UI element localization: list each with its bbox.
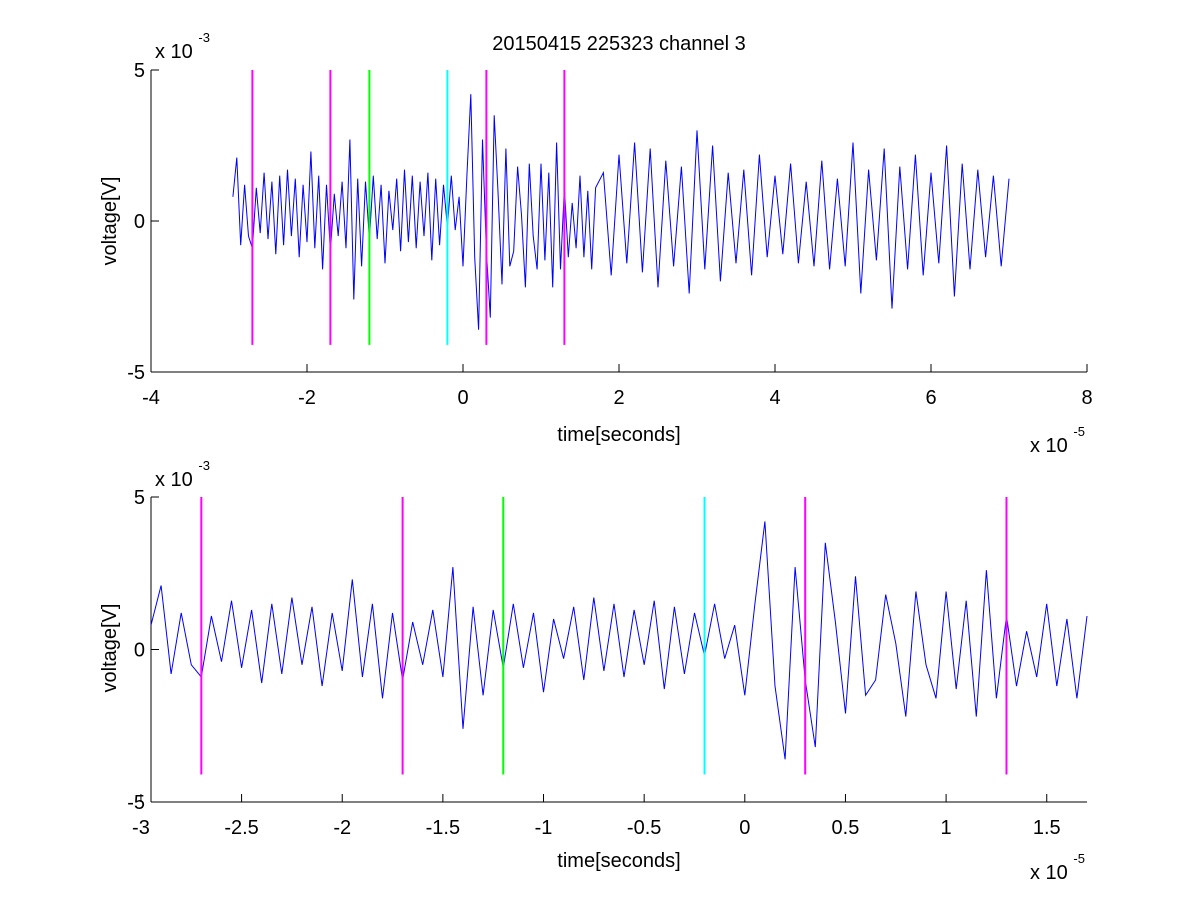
bottom-x-tick-label: -3 [132,817,150,839]
top-y-tick-label: 5 [134,60,145,82]
bottom-x-tick-label: 0.5 [832,817,860,839]
bottom-panel: x 10 -3 x 10 -5 time[seconds] voltage[V]… [99,458,1088,884]
top-x-axis-title: time[seconds] [557,424,680,446]
top-signal-line [232,94,1010,330]
top-y-axis-title: voltage[V] [99,177,121,266]
bottom-x-axis-title: time[seconds] [557,850,680,872]
top-x-tick-label: 0 [457,387,468,409]
top-x-tick-label: -2 [298,387,316,409]
top-axes: -4 -2 0 2 4 6 8 -5 0 5 [127,60,1092,409]
top-x-tick-label: 4 [769,387,780,409]
bottom-x-tick-label: -2 [333,817,351,839]
top-y-exponent-value: -3 [198,30,210,45]
chart-title: 20150415 225323 channel 3 [492,33,746,55]
top-x-tick-label: -4 [142,387,160,409]
bottom-x-tick-label: 0 [739,817,750,839]
bottom-x-multiplier: x 10 [1030,862,1068,884]
top-y-tick-label: -5 [127,362,145,384]
bottom-x-tick-label: -1.5 [426,817,460,839]
top-x-tick-label: 2 [613,387,624,409]
top-x-exponent: x 10 -5 [1030,424,1085,457]
bottom-x-tick-label: 1 [941,817,952,839]
svg-text:x 10 -3: x 10 -3 [155,30,210,63]
bottom-y-multiplier: x 10 [155,469,193,491]
top-y-tick-label: 0 [134,211,145,233]
top-x-exponent-value: -5 [1073,424,1085,439]
top-panel: 20150415 225323 channel 3 x 10 -3 x 10 -… [99,30,1093,457]
top-x-tick-label: 6 [925,387,936,409]
svg-text:x 10 -5: x 10 -5 [1030,851,1085,884]
bottom-signal-line [150,521,1088,760]
bottom-y-tick-label: 0 [134,640,145,662]
top-y-multiplier: x 10 [155,41,193,63]
bottom-y-exponent: x 10 -3 [155,458,210,491]
bottom-y-tick-label: 5 [134,487,145,509]
top-x-multiplier: x 10 [1030,435,1068,457]
svg-text:x 10 -3: x 10 -3 [155,458,210,491]
top-x-tick-label: 8 [1081,387,1092,409]
bottom-y-exponent-value: -3 [198,458,210,473]
bottom-x-exponent: x 10 -5 [1030,851,1085,884]
bottom-x-exponent-value: -5 [1073,851,1085,866]
bottom-axes: -3 -2.5 -2 -1.5 -1 -0.5 0 0.5 1 1.5 -5 0 5 [127,487,1088,839]
bottom-x-tick-label: -2.5 [224,817,258,839]
bottom-y-tick-label: -5 [127,792,145,814]
bottom-x-tick-label: 1.5 [1033,817,1061,839]
svg-text:x 10 -5: x 10 -5 [1030,424,1085,457]
bottom-x-tick-label: -0.5 [627,817,661,839]
bottom-y-axis-title: voltage[V] [99,604,121,693]
bottom-x-tick-label: -1 [535,817,553,839]
top-y-exponent: x 10 -3 [155,30,210,63]
